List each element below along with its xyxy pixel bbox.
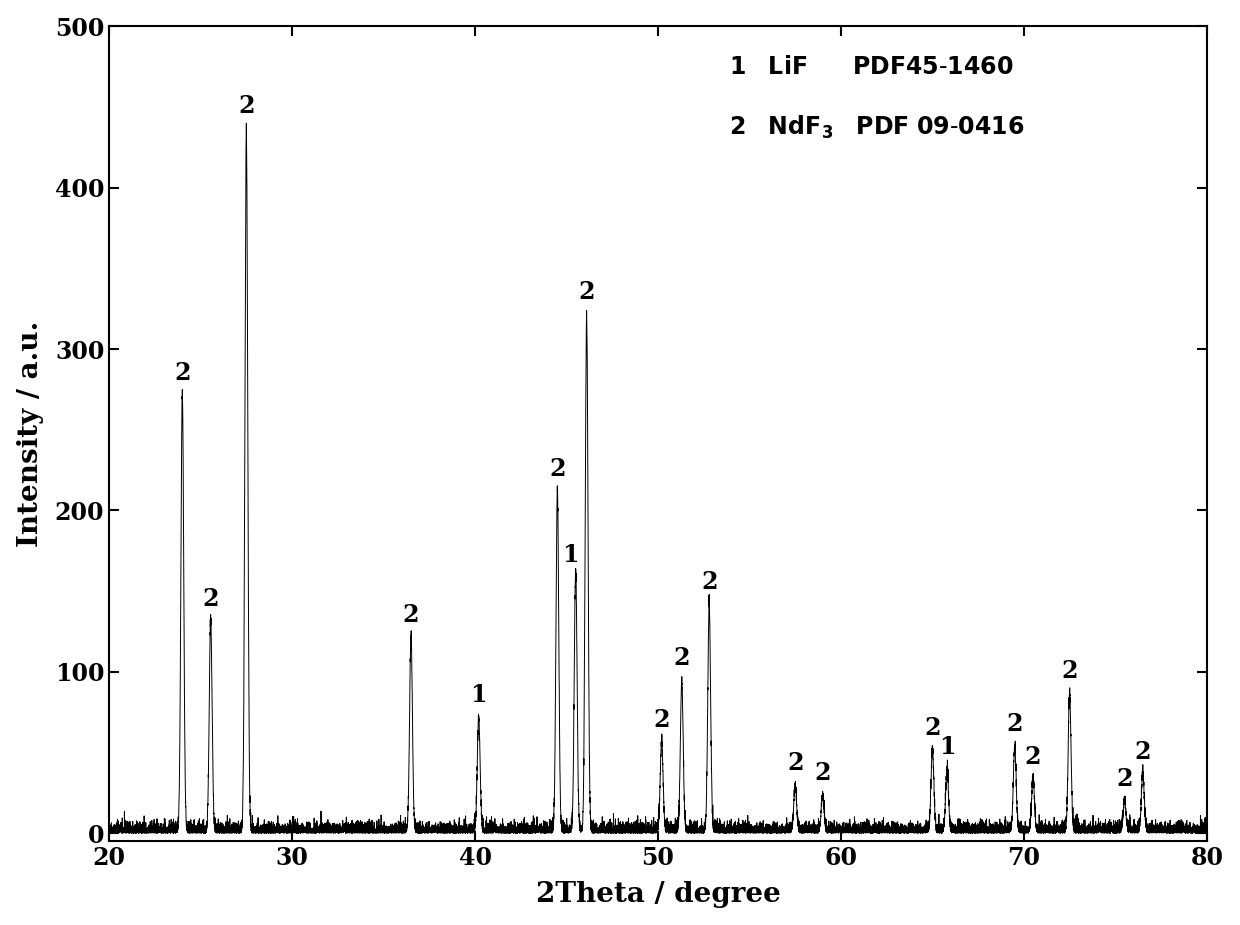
Text: 2: 2 xyxy=(1024,745,1042,769)
Text: 2: 2 xyxy=(549,457,565,481)
Text: 2: 2 xyxy=(815,761,831,784)
Text: 2: 2 xyxy=(701,571,718,595)
Text: 2: 2 xyxy=(673,647,689,671)
Text: 2: 2 xyxy=(1116,768,1133,791)
Text: $\bf{1}$   $\bf{LiF}$      $\bf{PDF45\text{-}1460}$: $\bf{1}$ $\bf{LiF}$ $\bf{PDF45\text{-}14… xyxy=(729,55,1014,79)
Text: 1: 1 xyxy=(562,543,578,567)
Text: 2: 2 xyxy=(653,708,670,732)
Text: 2: 2 xyxy=(578,280,595,303)
Text: 2: 2 xyxy=(403,603,419,626)
Text: 2: 2 xyxy=(1007,712,1023,736)
Text: 2: 2 xyxy=(1135,740,1151,764)
Text: 2: 2 xyxy=(924,716,941,740)
Y-axis label: Intensity / a.u.: Intensity / a.u. xyxy=(16,321,43,547)
Text: 2: 2 xyxy=(787,751,804,775)
X-axis label: 2Theta / degree: 2Theta / degree xyxy=(536,882,780,908)
Text: 2: 2 xyxy=(174,361,191,385)
Text: 2: 2 xyxy=(1061,660,1078,684)
Text: $\bf{2}$   $\bf{NdF_3}$   $\bf{PDF\ 09\text{-}0416}$: $\bf{2}$ $\bf{NdF_3}$ $\bf{PDF\ 09\text{… xyxy=(729,114,1024,141)
Text: 2: 2 xyxy=(238,94,254,118)
Text: 2: 2 xyxy=(202,586,219,611)
Text: 1: 1 xyxy=(939,735,955,759)
Text: 1: 1 xyxy=(470,684,487,708)
